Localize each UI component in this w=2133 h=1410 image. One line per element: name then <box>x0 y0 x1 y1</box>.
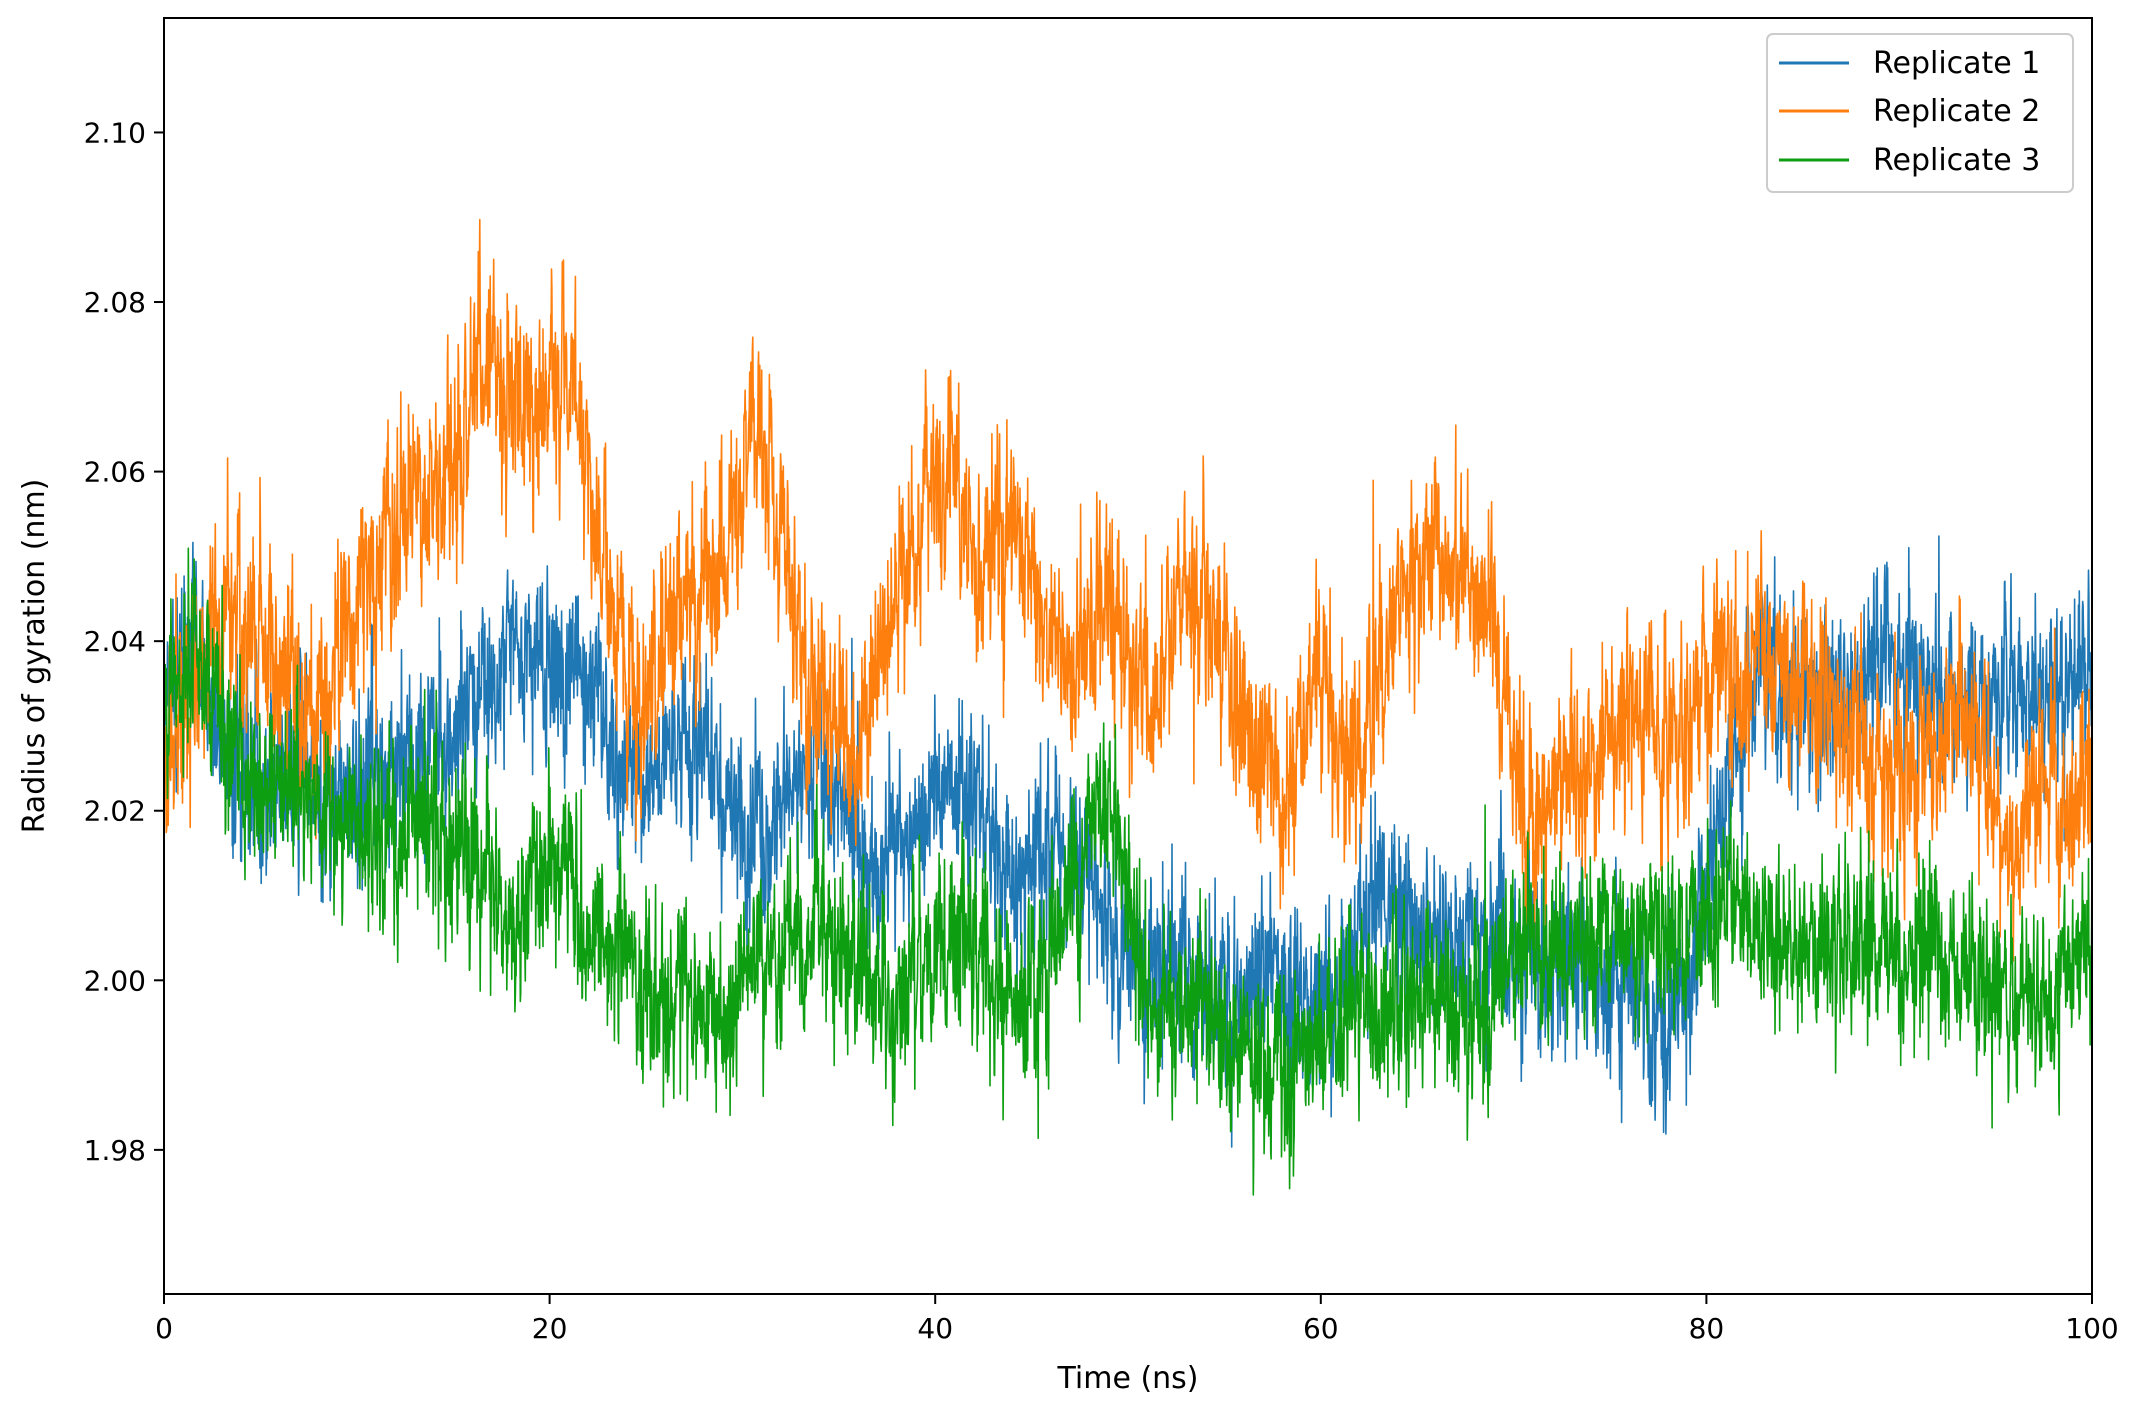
x-tick-label: 100 <box>2065 1312 2118 1345</box>
x-tick-label: 60 <box>1303 1312 1339 1345</box>
x-axis: 0 20 40 60 80 100 <box>155 1294 2119 1345</box>
legend: Replicate 1 Replicate 2 Replicate 3 <box>1766 33 2074 193</box>
y-tick-label: 1.98 <box>84 1134 146 1167</box>
y-tick-label: 2.04 <box>84 625 146 658</box>
y-tick-label: 2.02 <box>84 795 146 828</box>
y-axis-label: Radius of gyration (nm) <box>17 479 52 834</box>
plot-frame <box>163 17 2093 1295</box>
legend-label-replicate-2: Replicate 2 <box>1873 94 2040 129</box>
series-line-replicate-2 <box>163 218 2093 962</box>
x-axis-label: Time (ns) <box>1056 1361 1198 1396</box>
y-tick-label: 2.10 <box>84 116 146 149</box>
legend-box <box>1766 33 2074 193</box>
x-tick-label: 0 <box>155 1312 173 1345</box>
y-tick-label: 2.08 <box>84 286 146 319</box>
x-tick-label: 20 <box>532 1312 568 1345</box>
x-tick-label: 40 <box>917 1312 953 1345</box>
legend-label-replicate-1: Replicate 1 <box>1873 46 2040 81</box>
x-tick-label: 80 <box>1689 1312 1725 1345</box>
y-axis: 1.98 2.00 2.02 2.04 2.06 2.08 2.10 <box>84 116 164 1167</box>
legend-label-replicate-3: Replicate 3 <box>1873 143 2040 178</box>
series-layer <box>163 218 2093 1196</box>
y-tick-label: 2.00 <box>84 964 146 997</box>
y-tick-label: 2.06 <box>84 456 146 489</box>
series-line-replicate-3 <box>163 547 2093 1196</box>
